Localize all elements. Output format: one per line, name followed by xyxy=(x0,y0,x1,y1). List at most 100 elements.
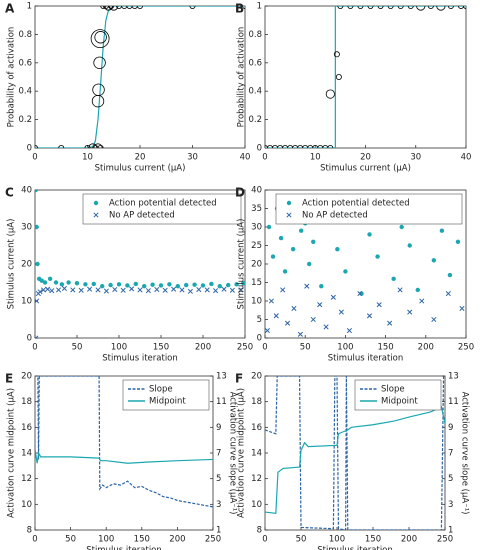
data-point xyxy=(366,313,373,319)
y2-tick-label: 13 xyxy=(216,372,227,382)
data-point xyxy=(35,145,38,148)
data-point xyxy=(387,6,394,9)
x-tick-label: 200 xyxy=(401,535,417,545)
data-point xyxy=(35,190,39,193)
data-point xyxy=(120,287,126,293)
data-point xyxy=(35,335,39,338)
data-point xyxy=(35,298,40,304)
y2-tick-label: 11 xyxy=(216,397,227,407)
data-point xyxy=(419,298,425,304)
data-point xyxy=(53,280,59,285)
panel-label: F xyxy=(235,372,243,386)
data-point xyxy=(311,239,316,244)
data-point xyxy=(463,6,466,9)
data-line xyxy=(265,6,466,148)
data-point xyxy=(167,282,172,287)
data-point xyxy=(133,281,138,287)
data-point xyxy=(137,6,143,9)
x-tick-label: 20 xyxy=(360,153,371,163)
y-tick-label: 40 xyxy=(251,186,262,196)
panel-label: E xyxy=(5,372,13,386)
y-tick-label: 20 xyxy=(21,372,32,382)
data-point xyxy=(357,291,363,297)
data-point xyxy=(397,287,403,293)
data-point xyxy=(226,282,231,288)
data-point xyxy=(297,331,303,337)
x-tick-label: 150 xyxy=(134,535,150,545)
x-tick-label: 50 xyxy=(296,535,307,545)
y-tick-label: 0.8 xyxy=(18,30,32,40)
plot-area xyxy=(35,376,213,508)
data-point xyxy=(204,287,210,293)
y2-tick-label: 1 xyxy=(448,526,453,536)
y-tick-label: 10 xyxy=(251,500,262,510)
y2-tick-label: 5 xyxy=(448,474,453,484)
data-point xyxy=(317,302,323,308)
data-point xyxy=(179,287,185,293)
data-point xyxy=(116,6,122,9)
data-point xyxy=(154,286,160,293)
data-point xyxy=(367,232,372,237)
y-tick-label: 0 xyxy=(257,144,262,154)
data-point xyxy=(436,6,446,11)
y-tick-label: 16 xyxy=(21,423,32,433)
data-point xyxy=(125,283,130,288)
panel-label: C xyxy=(5,186,14,200)
data-point xyxy=(307,261,312,267)
y2-tick-label: 9 xyxy=(216,423,221,433)
data-point xyxy=(323,324,329,330)
data-point xyxy=(387,320,393,326)
data-point xyxy=(273,313,279,319)
data-point xyxy=(103,288,109,294)
y-axis-label: Probability of activation xyxy=(237,27,247,128)
x-tick-label: 40 xyxy=(461,153,472,163)
x-tick-label: 0 xyxy=(32,535,37,545)
y-tick-label: 0.4 xyxy=(248,87,262,97)
y-tick-label: 0 xyxy=(27,144,32,154)
x-tick-label: 30 xyxy=(410,153,421,163)
data-point xyxy=(319,284,324,289)
data-point xyxy=(447,6,454,9)
y2-tick-label: 7 xyxy=(216,449,221,459)
data-point xyxy=(391,276,396,281)
y2-tick-label: 5 xyxy=(216,474,221,484)
data-point xyxy=(100,284,105,289)
data-point xyxy=(145,288,151,294)
data-point xyxy=(415,287,420,293)
x-axis-label: Stimulus current (µA) xyxy=(320,164,411,174)
x-tick-label: 250 xyxy=(205,535,221,545)
data-point xyxy=(377,6,384,9)
data-point xyxy=(93,56,106,70)
panel-label: D xyxy=(235,186,245,200)
y-tick-label: 20 xyxy=(21,260,32,270)
x-axis-label: Stimulus iteration xyxy=(86,546,162,550)
data-point xyxy=(108,6,115,9)
data-point xyxy=(459,305,465,311)
data-line xyxy=(35,449,213,464)
data-line xyxy=(35,376,213,508)
data-point xyxy=(335,247,340,252)
legend-label: Midpoint xyxy=(149,397,186,407)
plot-frame xyxy=(34,5,246,149)
data-point xyxy=(407,6,414,9)
data-point xyxy=(58,145,65,148)
data-point xyxy=(91,281,97,287)
data-point xyxy=(83,282,88,287)
y-tick-label: 0.6 xyxy=(248,58,262,68)
data-point xyxy=(59,282,65,287)
data-point xyxy=(90,29,110,49)
x-tick-label: 0 xyxy=(32,343,37,353)
y-tick-label: 12 xyxy=(251,474,262,484)
y-tick-label: 8 xyxy=(27,526,32,536)
plot-area xyxy=(35,190,245,338)
data-point xyxy=(192,282,197,287)
data-point xyxy=(213,288,219,294)
y2-tick-label: 3 xyxy=(448,500,453,510)
x-tick-label: 10 xyxy=(82,153,93,163)
data-point xyxy=(325,89,335,99)
data-point xyxy=(37,289,43,295)
data-point xyxy=(327,145,334,148)
x-tick-label: 0 xyxy=(32,153,37,163)
y2-tick-label: 9 xyxy=(448,423,453,433)
data-point xyxy=(102,6,109,9)
